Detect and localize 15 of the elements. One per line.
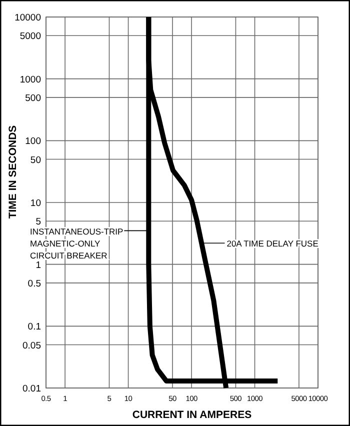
x-axis-title: CURRENT IN AMPERES — [132, 409, 252, 421]
y-tick-label: 0.05 — [22, 340, 41, 352]
y-tick-label: 0.01 — [22, 384, 41, 394]
y-tick-label: 50 — [30, 154, 41, 166]
y-tick-label: 0.5 — [28, 278, 41, 290]
y-tick-label: 500 — [25, 92, 41, 104]
y-tick-label: 100 — [25, 136, 41, 148]
y-tick-label: 5 — [36, 216, 41, 228]
y-tick-label: 1 — [36, 260, 41, 271]
y-tick-label: 5000 — [20, 31, 41, 42]
y-tick-label: 1000 — [20, 74, 41, 86]
y-tick-label: 10000 — [14, 12, 41, 24]
y-axis-title: TIME IN SECONDS — [7, 125, 19, 219]
y-tick-label: 0.1 — [28, 322, 41, 333]
y-tick-label: 10 — [30, 198, 41, 209]
